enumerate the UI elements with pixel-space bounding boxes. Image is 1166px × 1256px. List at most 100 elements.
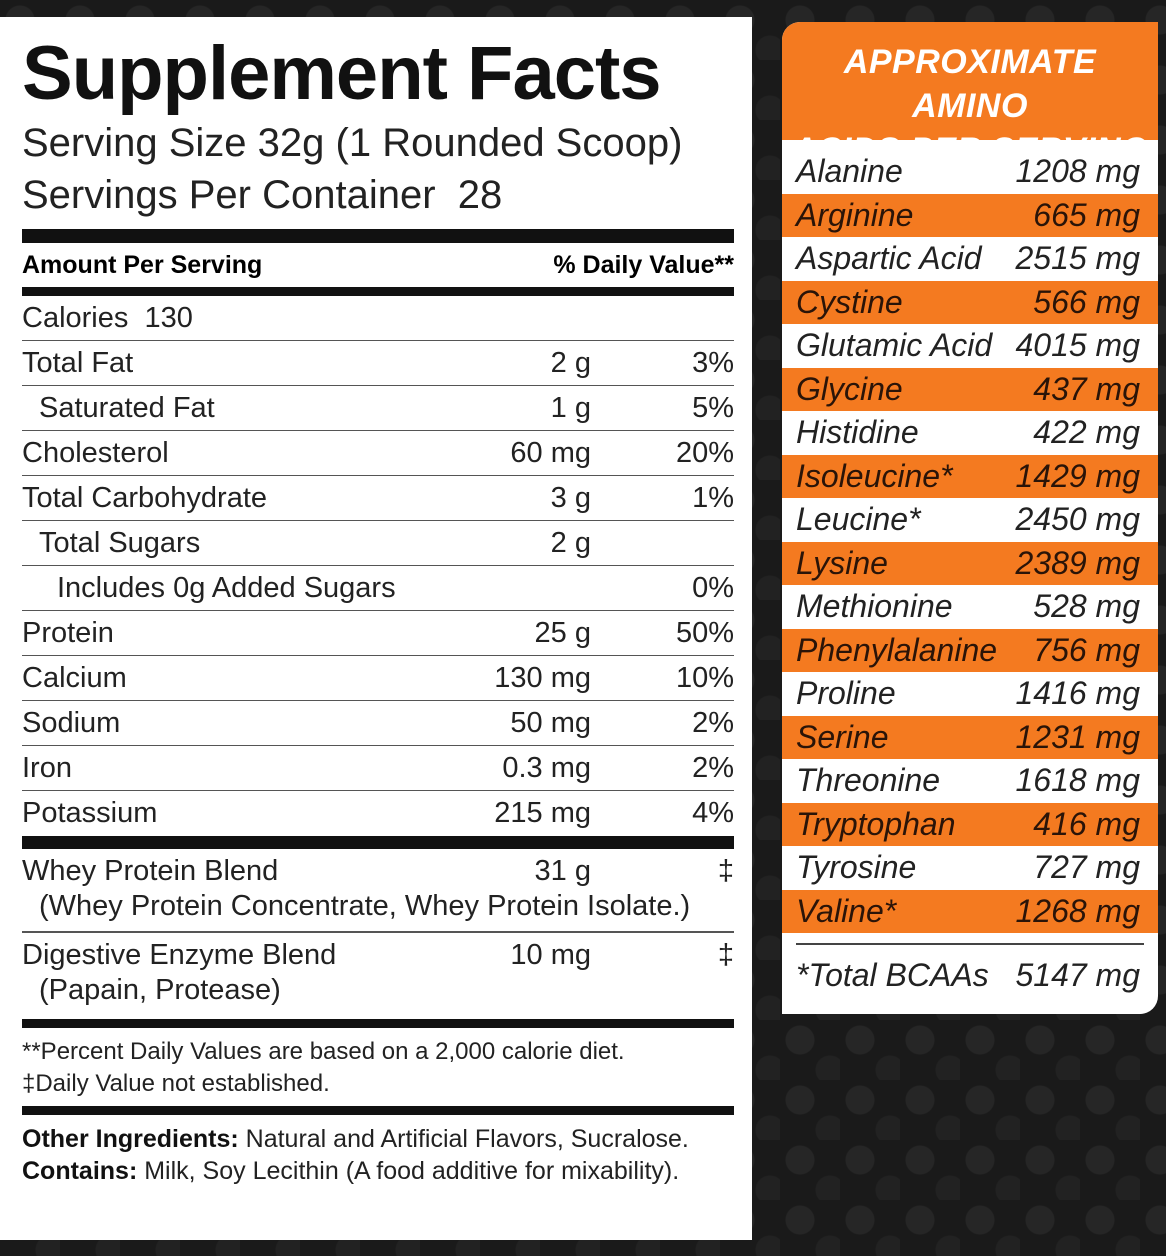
amino-amount: 665 mg <box>1033 196 1140 233</box>
amino-row: Aspartic Acid 2515 mg <box>782 237 1158 281</box>
amino-name: Valine* <box>796 892 897 929</box>
nutrient-name: Potassium <box>22 797 158 829</box>
amino-amount: 416 mg <box>1033 805 1140 842</box>
nutrient-amount: 2 g <box>550 346 591 379</box>
amino-name: Leucine* <box>796 501 921 538</box>
amino-name: Arginine <box>796 196 914 233</box>
amino-amount: 1429 mg <box>1015 457 1140 494</box>
amino-row: Proline 1416 mg <box>782 672 1158 716</box>
amino-row: Valine* 1268 mg <box>782 889 1158 933</box>
nutrient-dv: 10% <box>675 661 734 694</box>
amino-name: Proline <box>796 675 896 712</box>
nutrient-row: Total Carbohydrate 3 g 1% <box>22 476 734 521</box>
nutrient-dv: 50% <box>675 616 734 649</box>
nutrient-row: Calcium 130 mg 10% <box>22 656 734 701</box>
amino-row: Isoleucine* 1429 mg <box>782 454 1158 498</box>
nutrient-dv: 4% <box>692 797 734 829</box>
amino-row: Arginine 665 mg <box>782 193 1158 237</box>
divider-medium <box>22 1105 734 1115</box>
amino-amount: 1416 mg <box>1015 675 1140 712</box>
amino-row: Glycine 437 mg <box>782 367 1158 411</box>
amino-amount: 2389 mg <box>1015 544 1140 581</box>
nutrient-row: Saturated Fat 1 g 5% <box>22 386 734 431</box>
blend-amount: 10 mg <box>510 938 591 971</box>
amino-row: Tyrosine 727 mg <box>782 846 1158 890</box>
nutrient-amount: 3 g <box>550 481 591 514</box>
other-ingredients: Other Ingredients: Natural and Artificia… <box>22 1115 734 1155</box>
nutrient-amount: 2 g <box>550 526 591 559</box>
blend-name: Whey Protein Blend <box>22 855 279 887</box>
amino-name: Serine <box>796 718 889 755</box>
footnotes: **Percent Daily Values are based on a 2,… <box>22 1028 734 1106</box>
nutrient-dv: 5% <box>692 391 734 424</box>
nutrient-dv: 0% <box>692 571 734 604</box>
amino-amount: 422 mg <box>1033 414 1140 451</box>
nutrient-dv: 20% <box>675 436 734 469</box>
nutrient-amount: 215 mg <box>494 797 591 829</box>
amino-row: Cystine 566 mg <box>782 280 1158 324</box>
other-ingredients-text: Natural and Artificial Flavors, Sucralos… <box>238 1124 689 1153</box>
amino-row: Glutamic Acid 4015 mg <box>782 324 1158 368</box>
amino-amount: 566 mg <box>1033 283 1140 320</box>
divider-thick <box>22 836 734 849</box>
amino-name: Glutamic Acid <box>796 327 993 364</box>
total-bcaa-row: *Total BCAAs 5147 mg <box>782 945 1158 1005</box>
amino-row: Methionine 528 mg <box>782 585 1158 629</box>
contains-text: Milk, Soy Lecithin (A food additive for … <box>137 1156 680 1185</box>
nutrient-rows: Total Fat 2 g 3% Saturated Fat 1 g 5% Choleste… <box>22 341 734 836</box>
amino-amount: 528 mg <box>1033 588 1140 625</box>
calories-label: Calories 130 <box>22 301 193 334</box>
column-header: Amount Per Serving % Daily Value** <box>22 243 734 287</box>
amino-amount: 1231 mg <box>1015 718 1140 755</box>
nutrient-amount: 25 g <box>534 616 591 649</box>
blend-name: Digestive Enzyme Blend <box>22 938 337 971</box>
amino-panel-header: APPROXIMATE AMINO ACIDS PER SERVING <box>782 22 1158 169</box>
amino-amount: 4015 mg <box>1015 327 1140 364</box>
blend-row: Digestive Enzyme Blend 10 mg ‡ (Papain, … <box>22 933 734 1015</box>
amino-divider <box>796 943 1144 945</box>
amino-row: Alanine 1208 mg <box>782 150 1158 194</box>
nutrient-row: Iron 0.3 mg 2% <box>22 746 734 791</box>
nutrient-name: Includes 0g Added Sugars <box>57 571 396 604</box>
nutrient-row: Includes 0g Added Sugars 0% <box>22 566 734 611</box>
amino-amount: 756 mg <box>1033 631 1140 668</box>
amino-amount: 1268 mg <box>1015 892 1140 929</box>
blend-dv: ‡ <box>717 855 734 887</box>
amino-row: Serine 1231 mg <box>782 715 1158 759</box>
amino-amount: 2450 mg <box>1015 501 1140 538</box>
panel-title: Supplement Facts <box>22 31 662 116</box>
nutrient-name: Cholesterol <box>22 436 169 469</box>
footnote-daily-values: **Percent Daily Values are based on a 2,… <box>22 1037 625 1065</box>
blend-row: Whey Protein Blend 31 g ‡ (Whey Protein … <box>22 849 734 931</box>
amino-name: Isoleucine* <box>796 457 953 494</box>
nutrient-name: Iron <box>22 751 72 784</box>
serving-size: Serving Size 32g (1 Rounded Scoop) <box>22 121 683 165</box>
amino-amount: 437 mg <box>1033 370 1140 407</box>
divider-medium <box>22 287 734 296</box>
nutrient-row: Cholesterol 60 mg 20% <box>22 431 734 476</box>
nutrient-name: Total Sugars <box>39 526 201 559</box>
footnote-not-established: ‡Daily Value not established. <box>22 1069 330 1097</box>
nutrient-amount: 130 mg <box>494 661 591 694</box>
amino-row: Histidine 422 mg <box>782 411 1158 455</box>
nutrient-row: Total Sugars 2 g <box>22 521 734 566</box>
total-bcaa-label: *Total BCAAs <box>796 956 989 993</box>
nutrient-name: Saturated Fat <box>39 391 215 424</box>
amino-amount: 1618 mg <box>1015 762 1140 799</box>
divider-thick <box>22 229 734 243</box>
nutrient-dv: 2% <box>692 706 734 739</box>
amino-row: Lysine 2389 mg <box>782 541 1158 585</box>
amino-name: Phenylalanine <box>796 631 998 668</box>
nutrient-dv: 2% <box>692 751 734 784</box>
amino-name: Histidine <box>796 414 919 451</box>
blend-ingredients: (Papain, Protease) <box>39 973 281 1006</box>
amino-name: Cystine <box>796 283 903 320</box>
amino-name: Aspartic Acid <box>796 240 982 277</box>
nutrient-name: Total Carbohydrate <box>22 481 268 514</box>
amino-title-line2: ACIDS PER SERVING <box>791 131 1149 169</box>
blend-dv: ‡ <box>717 938 734 971</box>
nutrient-row: Potassium 215 mg 4% <box>22 791 734 836</box>
amino-row: Tryptophan 416 mg <box>782 802 1158 846</box>
nutrient-name: Sodium <box>22 706 121 739</box>
nutrient-dv: 3% <box>692 346 734 379</box>
